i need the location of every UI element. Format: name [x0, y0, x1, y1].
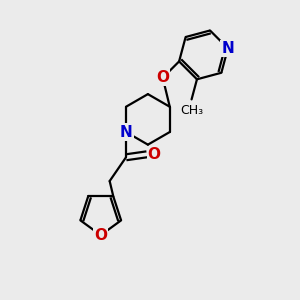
Text: O: O [148, 147, 161, 162]
Text: CH₃: CH₃ [180, 104, 203, 117]
Text: N: N [120, 124, 132, 140]
Text: O: O [156, 70, 169, 85]
Text: N: N [221, 41, 234, 56]
Text: O: O [94, 228, 107, 243]
